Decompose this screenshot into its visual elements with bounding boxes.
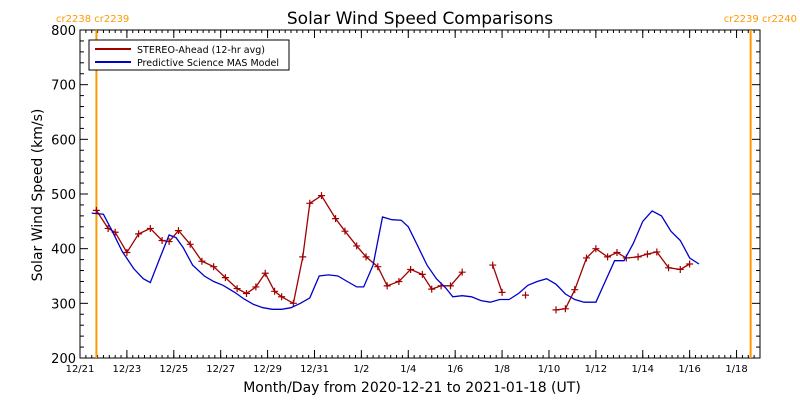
y-tick-label: 800 — [51, 24, 76, 39]
data-point — [318, 192, 326, 200]
data-point — [592, 245, 600, 253]
x-tick-label: 12/27 — [206, 364, 235, 375]
data-point — [92, 206, 100, 214]
data-point — [261, 269, 269, 277]
data-point — [613, 248, 621, 256]
data-point — [252, 283, 260, 291]
data-point — [158, 236, 166, 244]
carrington-markers: cr2238 cr2239 cr2239 cr2240 — [56, 14, 797, 358]
data-point — [571, 286, 579, 294]
x-tick-label: 12/31 — [300, 364, 329, 375]
y-tick-label: 300 — [51, 297, 76, 312]
data-point — [634, 253, 642, 261]
carrington-label: cr2238 cr2239 — [56, 14, 129, 25]
y-tick-label: 700 — [51, 79, 76, 94]
x-axis-label: Month/Day from 2020-12-21 to 2021-01-18 … — [243, 380, 581, 396]
data-point — [498, 288, 506, 296]
y-axis-label: Solar Wind Speed (km/s) — [30, 109, 46, 282]
data-point — [123, 248, 131, 256]
data-point — [653, 248, 661, 256]
x-tick-label: 1/8 — [494, 364, 510, 375]
data-point — [446, 282, 454, 290]
data-point — [643, 250, 651, 258]
x-tick-label: 1/12 — [585, 364, 607, 375]
data-point — [186, 240, 194, 248]
x-tick-label: 1/16 — [678, 364, 700, 375]
x-tick-label: 1/18 — [725, 364, 747, 375]
data-point — [552, 306, 560, 314]
x-tick-label: 12/23 — [112, 364, 141, 375]
data-point — [418, 270, 426, 278]
legend-entry: Predictive Science MAS Model — [137, 58, 279, 69]
chart-title: Solar Wind Speed Comparisons — [287, 9, 553, 29]
data-point — [233, 285, 241, 293]
x-tick-label: 12/29 — [253, 364, 282, 375]
data-point — [271, 287, 279, 295]
series-2 — [91, 210, 700, 310]
y-tick-label: 500 — [51, 188, 76, 203]
data-point — [374, 263, 382, 271]
x-tick-label: 12/25 — [159, 364, 188, 375]
series-1 — [92, 192, 694, 314]
legend: STEREO-Ahead (12-hr avg) Predictive Scien… — [88, 39, 290, 71]
x-tick-label: 1/6 — [447, 364, 463, 375]
x-tick-label: 12/21 — [66, 364, 95, 375]
y-tick-label: 200 — [51, 352, 76, 367]
x-tick-label: 1/10 — [538, 364, 560, 375]
series-line — [492, 264, 503, 293]
legend-entry: STEREO-Ahead (12-hr avg) — [137, 45, 265, 56]
data-point — [362, 253, 370, 261]
data-point — [289, 299, 297, 307]
data-point — [341, 227, 349, 235]
data-point — [458, 268, 466, 276]
data-point — [174, 227, 182, 235]
axis-group: 200 300 400 500 600 700 800 12/21 12/23 12/25 12/2… — [51, 24, 761, 375]
data-point — [221, 274, 229, 282]
series-line — [555, 247, 691, 311]
data-point — [198, 257, 206, 265]
x-tick-label: 1/2 — [353, 364, 369, 375]
data-point — [665, 264, 673, 272]
data-point — [395, 277, 403, 285]
data-point — [383, 282, 391, 290]
data-point — [146, 224, 154, 232]
series-group — [91, 192, 700, 314]
data-point — [242, 289, 250, 297]
data-point — [522, 291, 530, 299]
data-point — [407, 265, 415, 273]
data-point — [428, 285, 436, 293]
y-tick-label: 400 — [51, 243, 76, 258]
x-tick-label: 1/4 — [400, 364, 416, 375]
data-point — [604, 253, 612, 261]
data-point — [489, 261, 497, 269]
data-point — [306, 199, 314, 207]
data-point — [332, 215, 340, 223]
legend-box — [88, 39, 290, 71]
y-tick-label: 600 — [51, 133, 76, 148]
series-line — [95, 194, 463, 305]
carrington-label: cr2239 cr2240 — [724, 14, 797, 25]
data-point — [135, 230, 143, 238]
data-point — [299, 253, 307, 261]
data-point — [561, 305, 569, 313]
series-line — [91, 210, 700, 310]
data-point — [582, 254, 590, 262]
data-point — [676, 265, 684, 273]
x-tick-label: 1/14 — [632, 364, 654, 375]
data-point — [686, 260, 694, 268]
data-point — [278, 293, 286, 301]
data-point — [353, 242, 361, 250]
data-point — [210, 263, 218, 271]
